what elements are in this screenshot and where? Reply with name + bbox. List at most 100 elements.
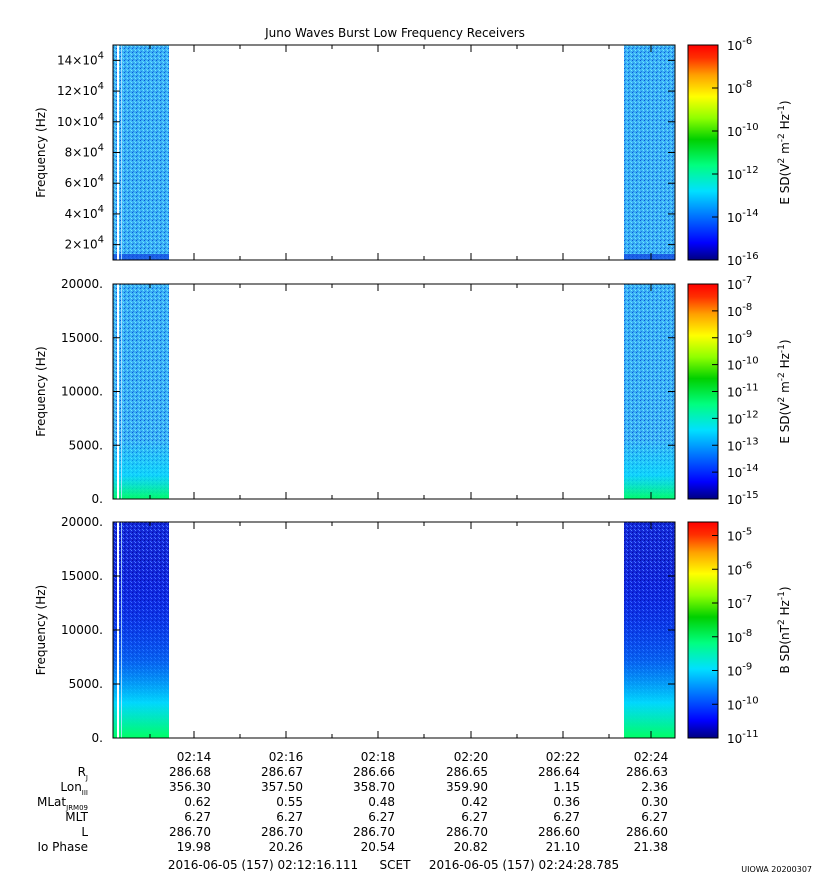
ephemeris-value: 286.68 — [169, 765, 211, 779]
ephemeris-value: 2.36 — [641, 780, 668, 794]
ephemeris-value: 20.54 — [361, 840, 395, 854]
y-tick-label: 15000. — [61, 569, 103, 583]
y-tick-label: 0. — [92, 492, 103, 506]
ephemeris-value: 357.50 — [261, 780, 303, 794]
time-tick-label: 02:18 — [361, 750, 396, 764]
y-tick-label: 5000. — [69, 438, 103, 452]
ephemeris-value: 1.15 — [553, 780, 580, 794]
plot-frame — [112, 44, 676, 261]
y-tick-label: 2×104 — [65, 235, 104, 252]
ephemeris-value: 286.63 — [626, 765, 668, 779]
ephemeris-value: 21.38 — [634, 840, 668, 854]
ephemeris-row-label: LonIII — [60, 780, 88, 797]
ephemeris-value: 6.27 — [641, 810, 668, 824]
colorbar-tick-label: 10-8 — [727, 302, 752, 319]
colorbar-tick-label: 10-10 — [727, 122, 759, 139]
ephemeris-value: 0.48 — [368, 795, 395, 809]
footer-stamp: UIOWA 20200307 — [741, 865, 812, 874]
colorbar-tick-label: 10-9 — [727, 662, 752, 679]
y-tick-label: 6×104 — [65, 173, 104, 190]
ephemeris-value: 0.42 — [461, 795, 488, 809]
plot-frame — [112, 521, 676, 739]
ephemeris-value: 6.27 — [368, 810, 395, 824]
colorbar-tick-label: 10-12 — [727, 165, 759, 182]
colorbar-tick-label: 10-11 — [727, 383, 759, 400]
time-tick-label: 02:20 — [454, 750, 489, 764]
ephemeris-value: 286.70 — [261, 825, 303, 839]
colorbar-tick-label: 10-13 — [727, 436, 759, 453]
ephemeris-value: 286.64 — [538, 765, 580, 779]
y-tick-label: 14×104 — [57, 50, 104, 67]
time-tick-label: 02:14 — [177, 750, 212, 764]
y-tick-label: 10×104 — [57, 112, 104, 129]
colorbar-tick-label: 10-10 — [727, 695, 759, 712]
ephemeris-value: 0.55 — [276, 795, 303, 809]
ephemeris-value: 286.60 — [538, 825, 580, 839]
colorbar-label: B SD(nT2 Hz-1) — [777, 586, 792, 673]
ephemeris-row-label: Io Phase — [37, 840, 88, 854]
ephemeris-value: 6.27 — [184, 810, 211, 824]
burst-block — [624, 45, 675, 260]
scet-label: SCET — [380, 858, 412, 872]
panel-1: 2×104 4×104 6×104 8×104 10×104 12×104 14×104 Fr… — [34, 36, 792, 268]
colorbar-tick-label: 10-8 — [727, 79, 752, 96]
colorbar-label: E SD(V2 m-2 Hz-1) — [777, 339, 792, 443]
end-time-label: 2016-06-05 (157) 02:24:28.785 — [429, 858, 619, 872]
ephemeris-value: 20.82 — [454, 840, 488, 854]
colorbar-tick-label: 10-11 — [727, 729, 759, 746]
y-tick-label: 0. — [92, 731, 103, 745]
colorbar-tick-label: 10-6 — [727, 560, 752, 577]
data-gap — [121, 284, 122, 499]
plot-frame — [112, 283, 676, 500]
colorbar-tick-label: 10-8 — [727, 628, 752, 645]
colorbar — [687, 521, 719, 739]
colorbar-tick-label: 10-10 — [727, 356, 759, 373]
ephemeris-value: 20.26 — [269, 840, 303, 854]
colorbar-tick-label: 10-14 — [727, 463, 759, 480]
colorbar-tick-label: 10-16 — [727, 251, 759, 268]
data-gap — [121, 45, 122, 260]
data-gap — [121, 522, 122, 738]
y-tick-label: 20000. — [61, 515, 103, 529]
ephemeris-value: 6.27 — [276, 810, 303, 824]
low-freq-band — [113, 439, 169, 499]
ephemeris-value: 286.70 — [169, 825, 211, 839]
ephemeris-value: 286.70 — [446, 825, 488, 839]
colorbar-label: E SD(V2 m-2 Hz-1) — [777, 100, 792, 204]
ephemeris-value: 0.36 — [553, 795, 580, 809]
ephemeris-value: 286.66 — [353, 765, 395, 779]
ephemeris-value: 0.62 — [184, 795, 211, 809]
low-freq-band — [113, 254, 169, 260]
low-freq-band — [624, 254, 675, 260]
colorbar-tick-label: 10-7 — [727, 275, 752, 292]
ephemeris-value: 6.27 — [461, 810, 488, 824]
burst-block — [113, 45, 169, 260]
ephemeris-value: 6.27 — [553, 810, 580, 824]
y-tick-label: 20000. — [61, 277, 103, 291]
colorbar-tick-label: 10-9 — [727, 329, 752, 346]
y-tick-label: 5000. — [69, 677, 103, 691]
ephemeris-row-label: MLT — [65, 810, 88, 824]
ephemeris-value: 359.90 — [446, 780, 488, 794]
ephemeris-row-label: L — [81, 825, 88, 839]
colorbar-tick-label: 10-5 — [727, 527, 752, 544]
ephemeris-value: 358.70 — [353, 780, 395, 794]
time-tick-label: 02:22 — [546, 750, 581, 764]
y-tick-label: 12×104 — [57, 81, 104, 98]
ephemeris-value: 286.60 — [626, 825, 668, 839]
start-time-label: 2016-06-05 (157) 02:12:16.111 — [168, 858, 358, 872]
colorbar-tick-label: 10-14 — [727, 208, 759, 225]
low-freq-band — [624, 439, 675, 499]
y-tick-label: 8×104 — [65, 143, 104, 160]
y-axis-label: Frequency (Hz) — [34, 346, 48, 437]
ephemeris-value: 286.70 — [353, 825, 395, 839]
ephemeris-value: 286.67 — [261, 765, 303, 779]
low-freq-band — [624, 562, 675, 738]
ephemeris-value: 0.30 — [641, 795, 668, 809]
colorbar-tick-label: 10-7 — [727, 594, 752, 611]
colorbar — [687, 44, 719, 261]
y-axis-label: Frequency (Hz) — [34, 585, 48, 676]
time-tick-label: 02:24 — [634, 750, 669, 764]
ephemeris-value: 21.10 — [546, 840, 580, 854]
